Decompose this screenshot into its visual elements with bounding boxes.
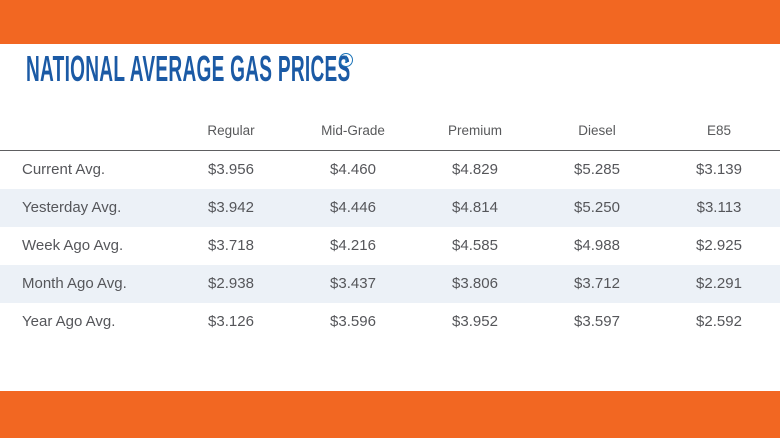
header-cell-e85: E85 xyxy=(658,112,780,151)
header-cell-empty xyxy=(0,112,170,151)
price-cell: $3.113 xyxy=(696,199,742,216)
header-cell-premium: Premium xyxy=(414,112,536,151)
top-accent-bar xyxy=(0,0,780,44)
price-cell: $3.942 xyxy=(208,199,254,216)
price-cell: $2.925 xyxy=(696,237,742,254)
price-cell: $3.596 xyxy=(330,313,376,330)
row-label: Current Avg. xyxy=(22,161,106,179)
row-label: Yesterday Avg. xyxy=(22,199,122,216)
row-label: Week Ago Avg. xyxy=(22,237,124,254)
price-cell: $4.829 xyxy=(452,161,498,179)
price-cell: $2.291 xyxy=(696,275,742,292)
header-cell-diesel: Diesel xyxy=(536,112,658,151)
price-cell: $3.718 xyxy=(208,237,254,254)
price-cell: $4.988 xyxy=(574,237,620,254)
row-label: Month Ago Avg. xyxy=(22,275,127,292)
price-cell: $4.585 xyxy=(452,237,498,254)
table-row-week-ago: Week Ago Avg. $3.718 $4.216 $4.585 $4.98… xyxy=(0,227,780,265)
price-cell: $3.126 xyxy=(208,313,254,330)
price-cell: $5.250 xyxy=(574,199,620,216)
row-label: Year Ago Avg. xyxy=(22,313,116,330)
price-cell: $2.592 xyxy=(696,313,742,330)
price-cell: $3.952 xyxy=(452,313,498,330)
table-row-yesterday: Yesterday Avg. $3.942 $4.446 $4.814 $5.2… xyxy=(0,188,780,227)
table-row-year-ago: Year Ago Avg. $3.126 $3.596 $3.952 $3.59… xyxy=(0,303,780,341)
price-cell: $4.460 xyxy=(330,161,376,179)
price-cell: $4.216 xyxy=(330,237,376,254)
gas-prices-table: Regular Mid-Grade Premium Diesel E85 Cur… xyxy=(0,112,780,341)
header-cell-midgrade: Mid-Grade xyxy=(292,112,414,151)
price-cell: $3.437 xyxy=(330,275,376,292)
info-icon[interactable]: i xyxy=(339,53,353,67)
page-title: NATIONAL AVERAGE GAS PRICES xyxy=(26,48,351,89)
price-cell: $3.712 xyxy=(574,275,620,292)
table-header-row: Regular Mid-Grade Premium Diesel E85 xyxy=(0,112,780,151)
price-cell: $4.814 xyxy=(452,199,498,216)
price-cell: $2.938 xyxy=(208,275,254,292)
title-block: NATIONAL AVERAGE GAS PRICES i xyxy=(26,51,746,88)
table-row-current: Current Avg. $3.956 $4.460 $4.829 $5.285… xyxy=(0,151,780,189)
table-header: Regular Mid-Grade Premium Diesel E85 xyxy=(0,112,780,151)
price-cell: $3.597 xyxy=(574,313,620,330)
price-cell: $3.956 xyxy=(208,161,254,179)
price-cell: $3.139 xyxy=(696,161,742,179)
table-row-month-ago: Month Ago Avg. $2.938 $3.437 $3.806 $3.7… xyxy=(0,264,780,303)
price-cell: $4.446 xyxy=(330,199,376,216)
bottom-accent-bar xyxy=(0,391,780,438)
header-cell-regular: Regular xyxy=(170,112,292,151)
price-cell: $3.806 xyxy=(452,275,498,292)
price-cell: $5.285 xyxy=(574,161,620,179)
